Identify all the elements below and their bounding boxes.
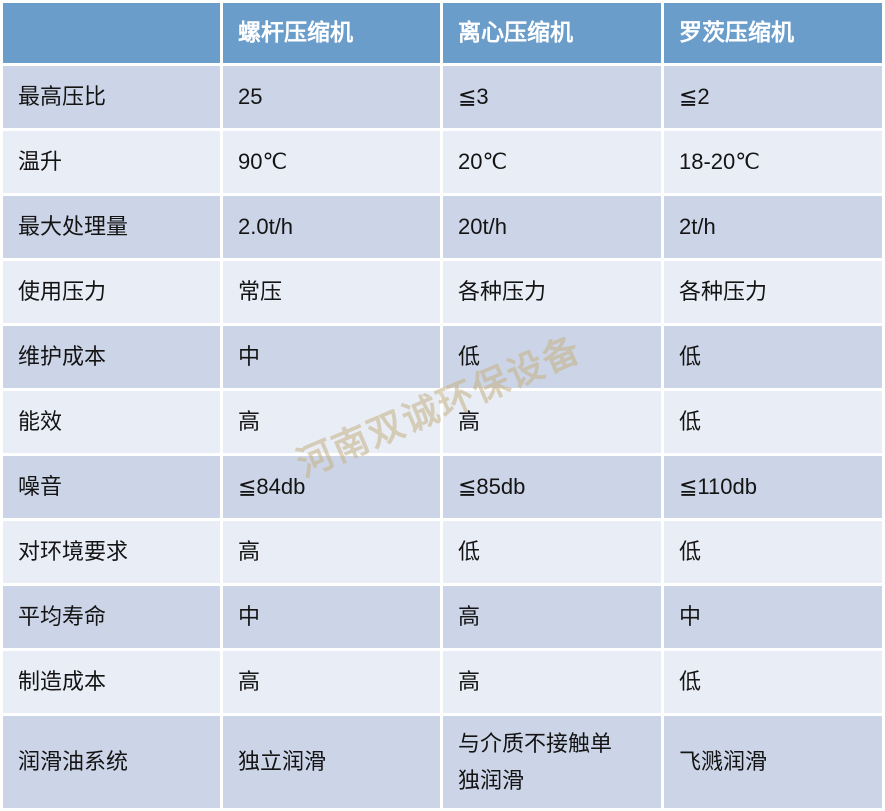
header-cell-roots-compressor: 罗茨压缩机 [664,3,882,63]
table-cell: 低 [664,326,882,388]
table-row: 对环境要求 高 低 低 [3,521,882,583]
table-cell: ≦2 [664,66,882,128]
row-label: 最高压比 [3,66,220,128]
table-cell: 高 [223,391,440,453]
table-cell: 20℃ [443,131,661,193]
table-cell: 低 [664,391,882,453]
table-row: 制造成本 高 高 低 [3,651,882,713]
table-cell: 90℃ [223,131,440,193]
row-label: 制造成本 [3,651,220,713]
table-cell: 高 [443,651,661,713]
table-row: 润滑油系统 独立润滑 与介质不接触单独润滑 飞溅润滑 [3,716,882,808]
row-label: 平均寿命 [3,586,220,648]
row-label: 能效 [3,391,220,453]
table-row: 温升 90℃ 20℃ 18-20℃ [3,131,882,193]
table-cell: 各种压力 [664,261,882,323]
row-label: 维护成本 [3,326,220,388]
table-cell: 25 [223,66,440,128]
row-label: 温升 [3,131,220,193]
table-cell: 高 [443,391,661,453]
table-cell: ≦3 [443,66,661,128]
table-cell: 高 [223,521,440,583]
header-cell-screw-compressor: 螺杆压缩机 [223,3,440,63]
table-cell: 高 [443,586,661,648]
header-cell-blank [3,3,220,63]
table-cell: 高 [223,651,440,713]
table-cell: 常压 [223,261,440,323]
row-label: 润滑油系统 [3,716,220,808]
table-cell: 18-20℃ [664,131,882,193]
table-cell: 中 [223,586,440,648]
table-row: 使用压力 常压 各种压力 各种压力 [3,261,882,323]
table-cell: 低 [664,651,882,713]
header-cell-centrifugal-compressor: 离心压缩机 [443,3,661,63]
table-header-row: 螺杆压缩机 离心压缩机 罗茨压缩机 [3,3,882,63]
table-cell: ≦85db [443,456,661,518]
table-row: 最大处理量 2.0t/h 20t/h 2t/h [3,196,882,258]
table-cell: 中 [223,326,440,388]
table-row: 平均寿命 中 高 中 [3,586,882,648]
table-row: 最高压比 25 ≦3 ≦2 [3,66,882,128]
table-cell: 中 [664,586,882,648]
table-cell: 20t/h [443,196,661,258]
row-label: 噪音 [3,456,220,518]
table-cell: 低 [443,326,661,388]
table-row: 维护成本 中 低 低 [3,326,882,388]
row-label: 使用压力 [3,261,220,323]
table-cell: ≦84db [223,456,440,518]
table-cell: 低 [664,521,882,583]
table-row: 能效 高 高 低 [3,391,882,453]
table-cell: 2t/h [664,196,882,258]
table-cell: 低 [443,521,661,583]
row-label: 最大处理量 [3,196,220,258]
table-cell: 独立润滑 [223,716,440,808]
table-cell: 飞溅润滑 [664,716,882,808]
row-label: 对环境要求 [3,521,220,583]
table-cell: 与介质不接触单独润滑 [443,716,661,808]
table-row: 噪音 ≦84db ≦85db ≦110db [3,456,882,518]
table-cell: ≦110db [664,456,882,518]
table-cell: 各种压力 [443,261,661,323]
table-cell: 2.0t/h [223,196,440,258]
